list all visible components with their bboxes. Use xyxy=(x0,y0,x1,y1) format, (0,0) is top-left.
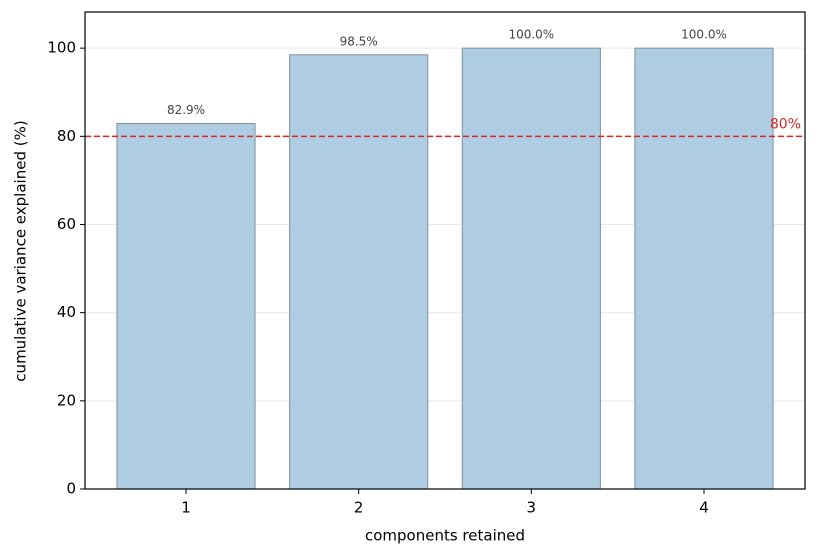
value-label: 100.0% xyxy=(681,28,727,42)
threshold-label: 80% xyxy=(770,116,801,132)
y-tick-label: 60 xyxy=(57,215,76,233)
y-tick-label: 80 xyxy=(57,127,76,145)
plot-frame xyxy=(84,11,806,490)
bar xyxy=(289,54,429,490)
y-tick-label: 40 xyxy=(57,303,76,321)
y-tick-label: 20 xyxy=(57,391,76,409)
bar xyxy=(116,123,256,490)
value-label: 100.0% xyxy=(508,28,554,42)
x-tick-label: 4 xyxy=(699,499,709,517)
x-axis-label: components retained xyxy=(365,527,525,545)
y-tick-label: 0 xyxy=(66,480,76,498)
bar xyxy=(461,47,601,490)
x-tick-label: 3 xyxy=(527,499,537,517)
value-label: 82.9% xyxy=(167,103,205,117)
y-tick-label: 100 xyxy=(47,39,76,57)
y-axis-label: cumulative variance explained (%) xyxy=(12,120,30,381)
value-label: 98.5% xyxy=(340,34,378,48)
x-tick-label: 1 xyxy=(181,499,191,517)
bar xyxy=(634,47,774,490)
x-tick-label: 2 xyxy=(354,499,364,517)
